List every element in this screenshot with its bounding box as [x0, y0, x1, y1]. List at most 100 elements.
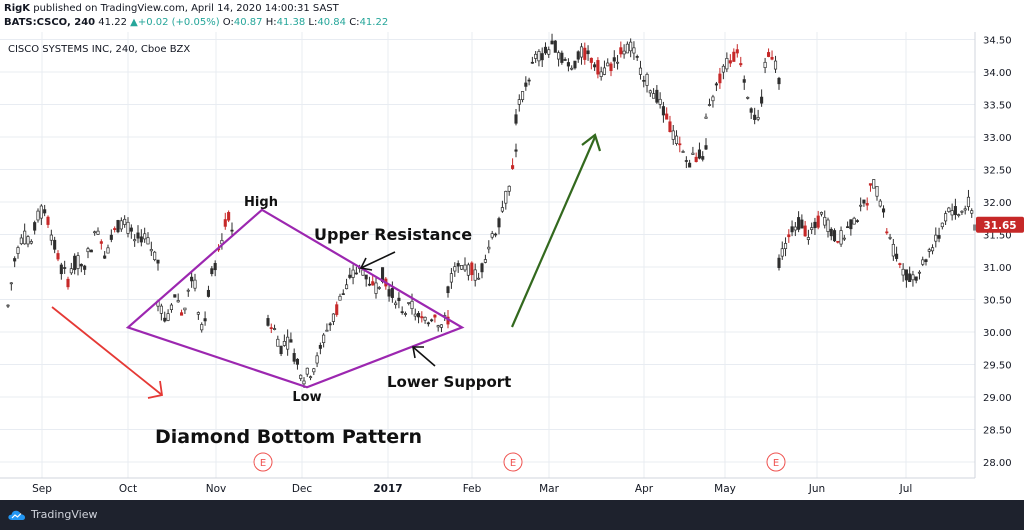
footer-bar: TradingView	[0, 500, 1024, 530]
footer-brand: TradingView	[31, 508, 98, 521]
price-tick-label: 30.00	[983, 328, 1012, 339]
candle-body	[394, 302, 398, 306]
chart-symbol-title: CISCO SYSTEMS INC, 240, Cboe BZX	[8, 44, 191, 55]
candle-body	[272, 328, 277, 330]
candle-body	[413, 313, 417, 317]
lower-support-label: Lower Support	[387, 373, 511, 391]
tradingview-logo[interactable]: TradingView	[8, 508, 97, 521]
candle-body	[423, 316, 427, 321]
candle-body	[456, 263, 460, 267]
candle-body	[49, 234, 53, 241]
earnings-marker[interactable]	[253, 452, 273, 472]
candle-body	[524, 82, 528, 87]
price-tick-label: 34.50	[983, 36, 1012, 47]
candle-body	[800, 219, 804, 229]
candle-body	[269, 327, 273, 329]
candle-body	[371, 281, 375, 286]
time-tick-label: Jul	[899, 483, 913, 495]
candle-body	[93, 231, 97, 234]
candle-body	[658, 98, 662, 105]
candle-body	[563, 59, 567, 61]
candle-body	[557, 52, 561, 60]
candle-body	[156, 259, 160, 264]
candle-body	[449, 273, 453, 283]
candle-body	[855, 220, 859, 222]
candle-body	[957, 214, 961, 216]
candle-body	[282, 341, 286, 346]
price-tick-label: 31.00	[983, 263, 1012, 274]
candle-body	[718, 73, 722, 84]
candle-body	[787, 234, 791, 238]
candle-body	[149, 249, 153, 252]
candle-body	[387, 289, 391, 297]
chart-area[interactable]: 28.00 28.50 29.00 29.50 30.00 30.50 31.00 31.50…	[0, 32, 1024, 500]
candle-body	[914, 276, 918, 281]
candle-body	[684, 160, 688, 162]
candle-body	[846, 226, 850, 229]
price-tick-label: 32.50	[983, 166, 1012, 177]
candle-body	[43, 209, 47, 214]
candle-body	[116, 220, 120, 233]
candle-body	[619, 47, 623, 55]
candle-body	[681, 151, 685, 153]
earnings-marker[interactable]	[503, 452, 523, 472]
candle-body	[895, 253, 899, 259]
candle-body	[279, 345, 283, 355]
candle-body	[29, 241, 33, 244]
candle-body	[839, 230, 843, 245]
candle-body	[227, 212, 231, 221]
candle-body	[963, 208, 967, 211]
time-tick-label: Jun	[808, 483, 825, 495]
candle-body	[635, 56, 639, 58]
close-value: 41.22	[359, 17, 389, 28]
downtrend-arrow	[51, 306, 164, 399]
candle-body	[295, 358, 300, 365]
candle-body	[612, 57, 616, 62]
candle-body	[176, 300, 180, 303]
upper-resistance-label: Upper Resistance	[314, 225, 472, 244]
candle-body	[96, 230, 100, 235]
candle-body	[937, 235, 941, 239]
candle-body	[668, 121, 672, 133]
candle-body	[797, 217, 801, 230]
candle-body	[735, 49, 739, 54]
candle-body	[701, 156, 705, 160]
candle-body	[315, 355, 319, 364]
candle-body	[777, 77, 781, 85]
diamond-pattern	[125, 208, 465, 389]
candle-body	[921, 259, 925, 265]
candle-body	[944, 213, 948, 222]
candle-body	[898, 263, 902, 265]
candle-body	[470, 262, 474, 276]
author-name[interactable]: RigK	[4, 3, 31, 14]
candle-body	[806, 237, 810, 240]
price-tick-label: 33.50	[983, 101, 1012, 112]
candle-body	[783, 243, 788, 249]
candle-body	[950, 210, 954, 216]
candle-body	[430, 319, 434, 322]
candle-body	[530, 61, 534, 64]
candle-body	[436, 325, 440, 328]
candle-body	[645, 73, 649, 86]
candle-body	[573, 60, 577, 69]
candle-body	[583, 47, 587, 60]
last-price-tag-value: 31.65	[983, 220, 1016, 232]
candle-body	[133, 239, 137, 242]
price-tick-label: 34.00	[983, 68, 1012, 79]
pattern-title: Diamond Bottom Pattern	[155, 426, 422, 448]
candle-body	[904, 269, 908, 281]
published-text: published on TradingView.com, April 14, …	[30, 3, 339, 14]
candle-body	[826, 219, 830, 232]
candle-body	[213, 263, 217, 271]
earnings-marker[interactable]	[766, 452, 786, 472]
candle-body	[59, 264, 63, 275]
candle-body	[76, 255, 80, 269]
candle-body	[780, 248, 784, 257]
earnings-marker-label: E	[773, 458, 779, 469]
candle-body	[770, 56, 774, 60]
price-chart[interactable]: 28.00 28.50 29.00 29.50 30.00 30.50 31.00 31.50…	[0, 32, 1024, 500]
candle-body	[753, 114, 757, 120]
up-arrow-icon: ▲	[130, 17, 138, 28]
candle-body	[397, 297, 401, 302]
